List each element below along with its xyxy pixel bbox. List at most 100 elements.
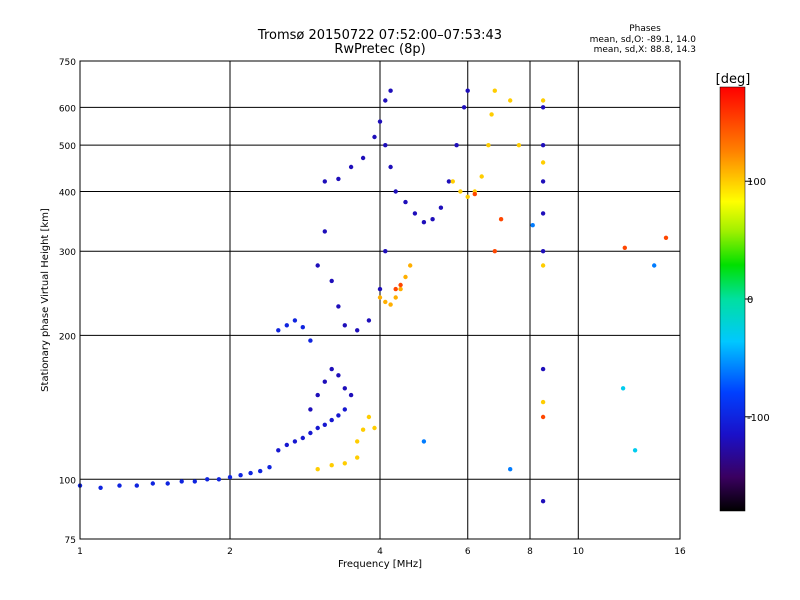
echo-point <box>508 98 513 103</box>
echo-point <box>412 211 418 216</box>
data-points <box>77 88 669 504</box>
y-tick-label: 75 <box>65 536 76 546</box>
plot-frame <box>79 60 681 540</box>
echo-point <box>398 282 403 288</box>
echo-point <box>308 407 313 412</box>
x-tick-label: 2 <box>227 547 233 557</box>
echo-point <box>540 249 546 254</box>
echo-point <box>348 164 354 170</box>
echo-point <box>322 179 327 184</box>
y-tick-label: 600 <box>59 104 76 114</box>
echo-point <box>388 164 393 170</box>
y-tick-label: 400 <box>59 188 76 198</box>
echo-point <box>508 467 513 472</box>
echo-point <box>540 211 546 216</box>
echo-point <box>393 295 398 300</box>
echo-point <box>336 304 341 309</box>
echo-point <box>292 318 298 323</box>
echo-point <box>472 191 477 197</box>
echo-point <box>179 479 184 484</box>
echo-point <box>238 473 243 478</box>
echo-point <box>355 439 360 444</box>
echo-point <box>300 325 305 330</box>
echo-point <box>150 481 155 486</box>
echo-point <box>192 479 197 484</box>
echo-point <box>329 463 334 468</box>
echo-point <box>377 286 383 292</box>
echo-point <box>408 263 413 268</box>
y-tick-label: 300 <box>59 248 76 258</box>
echo-point <box>276 448 281 453</box>
echo-point <box>479 174 484 179</box>
echo-point <box>383 143 388 148</box>
echo-point <box>632 448 638 453</box>
echo-point <box>348 392 354 398</box>
echo-point <box>492 88 497 93</box>
echo-point <box>486 143 491 148</box>
y-tick-label: 500 <box>59 142 76 152</box>
echo-point <box>458 189 463 194</box>
echo-point <box>388 88 393 93</box>
echo-point <box>540 105 546 110</box>
x-tick-label: 8 <box>527 547 533 557</box>
colorbar <box>719 86 746 512</box>
x-tick-label: 10 <box>573 547 585 557</box>
colorbar-tick-label: -100 <box>747 413 770 424</box>
echo-point <box>308 430 313 436</box>
echo-point <box>465 88 470 93</box>
echo-point <box>540 160 546 165</box>
echo-point <box>450 179 455 184</box>
echo-point <box>454 143 459 148</box>
echo-point <box>383 98 388 103</box>
echo-point <box>516 143 522 148</box>
echo-point <box>216 477 222 482</box>
echo-point <box>465 194 470 199</box>
echo-point <box>372 425 377 431</box>
echo-point <box>98 485 103 490</box>
echo-point <box>284 442 289 448</box>
echo-point <box>540 399 546 405</box>
echo-point <box>377 295 383 300</box>
echo-point <box>315 467 320 472</box>
echo-point <box>322 422 327 427</box>
echo-point <box>540 143 546 148</box>
echo-point <box>403 199 408 205</box>
echo-point <box>134 483 139 488</box>
echo-point <box>620 386 626 391</box>
y-tick-label: 750 <box>59 58 76 68</box>
echo-point <box>540 263 546 268</box>
y-tick-label: 200 <box>59 332 76 342</box>
echo-point <box>393 189 398 194</box>
echo-point <box>258 468 263 474</box>
echo-point <box>342 407 347 412</box>
echo-point <box>355 455 360 460</box>
echo-point <box>329 417 334 423</box>
echo-point <box>355 328 360 333</box>
echo-point <box>393 286 398 292</box>
echo-point <box>540 179 546 184</box>
y-axis-ticks: 75 100 200 300 400 500 600 750 <box>59 58 76 546</box>
y-tick-label: 100 <box>59 476 76 486</box>
echo-point <box>360 427 366 432</box>
echo-point <box>530 223 535 228</box>
colorbar-ticks: 100 0 -100 <box>745 177 770 424</box>
echo-point <box>315 425 320 431</box>
echo-point <box>342 461 347 466</box>
echo-point <box>421 439 427 444</box>
echo-point <box>540 499 546 504</box>
echo-point <box>342 323 347 328</box>
echo-point <box>284 323 289 328</box>
echo-point <box>438 205 444 210</box>
echo-point <box>403 274 408 280</box>
echo-point <box>165 481 170 486</box>
echo-point <box>300 435 305 441</box>
x-tick-label: 4 <box>377 547 383 557</box>
x-tick-label: 1 <box>77 547 83 557</box>
y-axis-label: Stationary phase Virtual Height [km] <box>40 208 51 392</box>
colorbar-tick-label: 100 <box>747 177 766 188</box>
echo-point <box>205 477 210 482</box>
echo-point <box>383 249 388 254</box>
echo-point <box>329 366 334 372</box>
echo-point <box>388 302 393 307</box>
